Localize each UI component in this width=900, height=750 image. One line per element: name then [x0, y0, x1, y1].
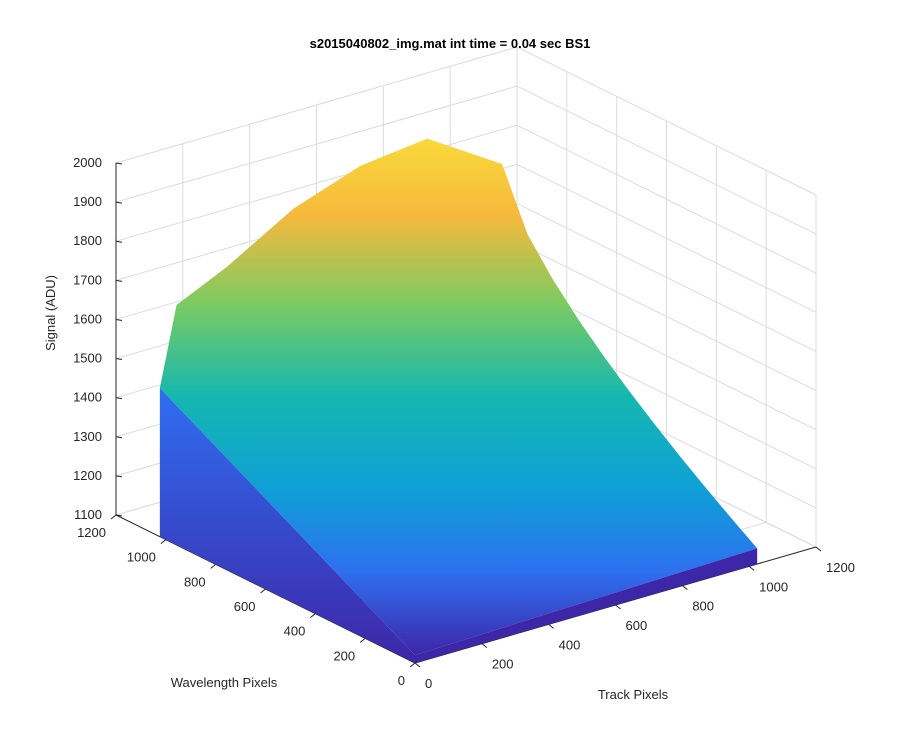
- z-tick-mark: [115, 162, 123, 165]
- side-wall-grid-z: [516, 163, 817, 313]
- side-wall-grid-z: [516, 124, 817, 274]
- z-tick-label: 1400: [73, 390, 102, 405]
- back-wall-grid-z: [115, 46, 518, 164]
- x-tick-mark: [748, 565, 755, 571]
- z-tick-mark: [115, 436, 123, 439]
- surface-left-face: [159, 388, 415, 663]
- z-tick-label: 1100: [74, 507, 102, 522]
- z-tick-label: 1800: [73, 233, 102, 248]
- z-tick-mark: [115, 358, 123, 361]
- side-wall-grid-z: [516, 202, 817, 352]
- x-tick-label: 1000: [759, 579, 788, 594]
- z-tick-mark: [115, 397, 123, 400]
- x-axis-label: Track Pixels: [598, 687, 669, 702]
- x-tick-mark: [682, 585, 688, 591]
- y-tick-mark: [409, 662, 416, 668]
- surface-mesh: [159, 138, 758, 656]
- y-tick-label: 600: [234, 599, 256, 614]
- x-tick-mark: [548, 623, 554, 629]
- x-tick-mark: [615, 604, 621, 610]
- z-tick-mark: [115, 318, 123, 321]
- x-tick-label: 200: [492, 657, 514, 672]
- x-tick-label: 800: [692, 599, 714, 614]
- x-tick-label: 0: [425, 676, 432, 691]
- side-wall-grid-z: [516, 85, 817, 235]
- surface-front-face: [415, 548, 758, 663]
- z-tick-label: 1300: [73, 429, 102, 444]
- y-tick-label: 200: [333, 648, 355, 663]
- z-tick-label: 1700: [73, 272, 102, 287]
- y-tick-mark: [110, 514, 117, 520]
- x-tick-label: 1200: [826, 560, 855, 575]
- y-tick-mark: [260, 588, 266, 594]
- y-tick-label: 0: [398, 673, 405, 688]
- z-tick-mark: [115, 279, 123, 282]
- x-tick-mark: [414, 662, 421, 668]
- chart-title: s2015040802_img.mat int time = 0.04 sec …: [310, 36, 591, 51]
- y-axis-label: Wavelength Pixels: [171, 675, 278, 690]
- y-tick-mark: [210, 563, 216, 569]
- side-wall-grid-z: [516, 46, 817, 196]
- z-tick-label: 1600: [73, 311, 102, 326]
- back-wall-grid-z: [115, 85, 518, 203]
- y-tick-label: 400: [284, 624, 306, 639]
- x-tick-label: 400: [559, 637, 581, 652]
- z-tick-mark: [115, 475, 123, 478]
- side-wall-grid-z: [516, 242, 817, 392]
- z-tick-label: 1900: [73, 194, 102, 209]
- z-tick-mark: [115, 240, 123, 243]
- z-tick-mark: [115, 514, 123, 517]
- x-tick-label: 600: [626, 618, 648, 633]
- z-axis-label: Signal (ADU): [43, 275, 58, 351]
- z-tick-label: 1200: [73, 468, 102, 483]
- y-tick-label: 800: [184, 574, 206, 589]
- y-tick-mark: [160, 539, 167, 545]
- surface-plot: [159, 138, 758, 663]
- back-wall-grid-z: [115, 124, 518, 242]
- y-tick-label: 1200: [77, 525, 106, 540]
- tick-labels: 1100120013001400150016001700180019002000…: [73, 155, 855, 691]
- z-tick-mark: [115, 201, 123, 204]
- y-tick-mark: [310, 613, 316, 619]
- y-tick-mark: [359, 637, 366, 643]
- z-tick-label: 2000: [73, 155, 102, 170]
- x-tick-mark: [481, 643, 488, 649]
- z-tick-label: 1500: [73, 351, 102, 366]
- x-tick-mark: [815, 546, 822, 552]
- y-tick-label: 1000: [127, 550, 156, 565]
